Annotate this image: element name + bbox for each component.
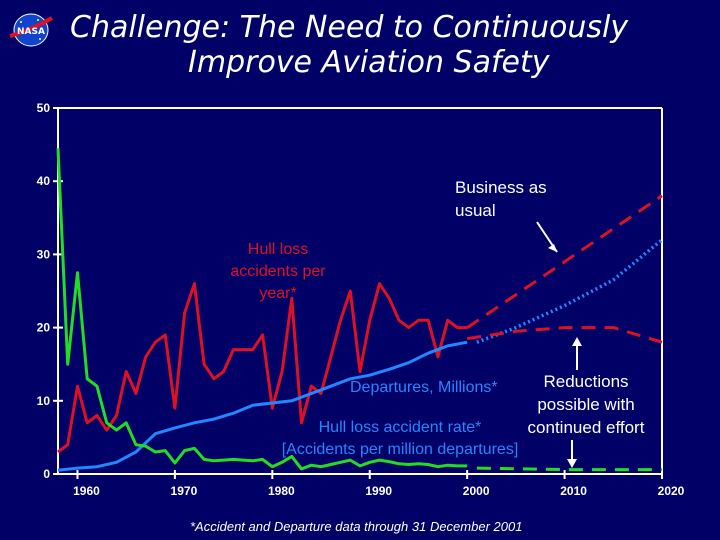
page-title-line-1: Challenge: The Need to Continuously xyxy=(70,10,629,45)
reductions-arrowhead-lower xyxy=(567,459,577,468)
series-line-2 xyxy=(56,148,468,471)
x-tick-label: 2020 xyxy=(658,484,685,498)
y-tick-label: 0 xyxy=(43,467,50,481)
page-title-line-2: Improve Aviation Safety xyxy=(188,45,550,80)
y-tick-label: 20 xyxy=(37,321,51,335)
x-tick-label: 1980 xyxy=(268,484,295,498)
reductions-arrowhead-upper xyxy=(572,337,582,346)
hull-loss-label-line-3: year* xyxy=(259,285,296,302)
reductions-label-line-3: continued effort xyxy=(528,418,645,437)
x-tick-label: 2010 xyxy=(560,484,587,498)
y-tick-label: 40 xyxy=(37,174,51,188)
rate-label-line-1: Hull loss accident rate* xyxy=(319,419,482,436)
x-tick-label: 1990 xyxy=(365,484,392,498)
logo-text: NASA xyxy=(17,27,45,37)
series-line-0 xyxy=(57,282,468,454)
nasa-logo: NASA xyxy=(9,13,54,47)
series-line-4 xyxy=(476,238,664,344)
y-tick-label: 50 xyxy=(37,101,51,115)
departures-label-line-1: Departures, Millions* xyxy=(350,379,498,396)
x-tick-label: 1970 xyxy=(171,484,198,498)
reductions-label-line-2: possible with xyxy=(537,395,634,414)
footnote: *Accident and Departure data through 31 … xyxy=(190,519,523,534)
y-tick-label: 10 xyxy=(37,394,51,408)
series-line-6 xyxy=(476,466,662,472)
y-tick-label: 30 xyxy=(37,247,51,261)
reductions-label-line-1: Reductions xyxy=(543,372,628,391)
x-tick-label: 2000 xyxy=(463,484,490,498)
x-tick-label: 1960 xyxy=(73,484,100,498)
series-line-3 xyxy=(466,194,663,329)
hull-loss-label-line-2: accidents per xyxy=(230,263,326,280)
business-as-usual-line-2: usual xyxy=(455,201,496,220)
series-line-1 xyxy=(57,340,468,472)
business-as-usual-arrowhead xyxy=(548,244,557,252)
business-as-usual-line-1: Business as xyxy=(455,178,547,197)
rate-label-line-2: [Accidents per million departures] xyxy=(282,441,519,458)
hull-loss-label-line-1: Hull loss xyxy=(248,241,308,258)
series-line-5 xyxy=(466,326,663,344)
